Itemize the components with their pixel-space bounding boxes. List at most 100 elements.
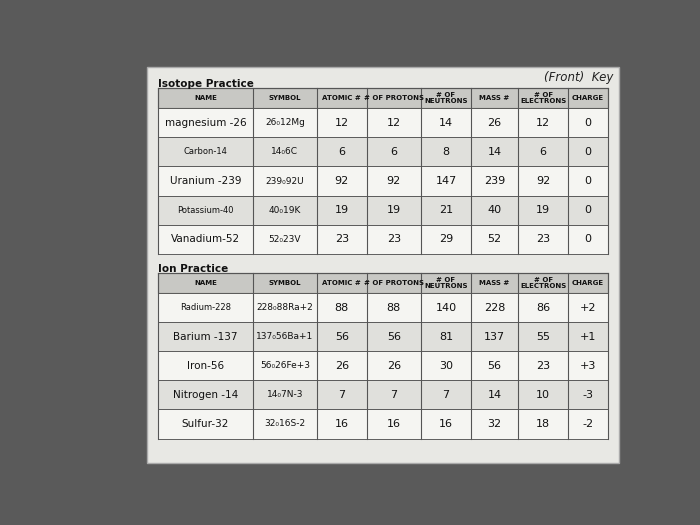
Bar: [158, 273, 608, 293]
Text: Vanadium-52: Vanadium-52: [171, 234, 240, 244]
Text: 21: 21: [439, 205, 453, 215]
Text: NAME: NAME: [194, 280, 217, 286]
Bar: [158, 293, 608, 322]
Text: 7: 7: [391, 390, 398, 400]
Text: Ion Practice: Ion Practice: [158, 264, 228, 274]
Text: 6: 6: [391, 147, 398, 157]
Text: 81: 81: [439, 332, 453, 342]
Text: 56₀26Fe+3: 56₀26Fe+3: [260, 361, 310, 370]
Text: Nitrogen -14: Nitrogen -14: [173, 390, 238, 400]
Text: 12: 12: [536, 118, 550, 128]
Text: MASS #: MASS #: [480, 280, 510, 286]
Text: # OF
ELECTRONS: # OF ELECTRONS: [520, 277, 566, 289]
Text: Potassium-40: Potassium-40: [177, 206, 234, 215]
Text: 137: 137: [484, 332, 505, 342]
Bar: [158, 410, 608, 438]
Bar: [158, 166, 608, 196]
Text: Barium -137: Barium -137: [173, 332, 238, 342]
Text: # OF
ELECTRONS: # OF ELECTRONS: [520, 92, 566, 104]
Text: MASS #: MASS #: [480, 95, 510, 101]
Text: 6: 6: [540, 147, 547, 157]
Text: SYMBOL: SYMBOL: [269, 95, 301, 101]
Text: 7: 7: [338, 390, 345, 400]
Text: 16: 16: [335, 419, 349, 429]
Bar: [158, 138, 608, 166]
Bar: [158, 225, 608, 254]
Text: 26: 26: [487, 118, 502, 128]
Text: 8: 8: [442, 147, 449, 157]
Text: 26: 26: [387, 361, 401, 371]
Text: 147: 147: [435, 176, 456, 186]
Text: -2: -2: [582, 419, 594, 429]
Text: 14: 14: [487, 147, 502, 157]
Bar: [158, 108, 608, 138]
Text: 88: 88: [335, 302, 349, 312]
Bar: [158, 196, 608, 225]
Text: # OF PROTONS: # OF PROTONS: [364, 95, 424, 101]
Text: 18: 18: [536, 419, 550, 429]
Bar: [158, 351, 608, 380]
Text: Uranium -239: Uranium -239: [169, 176, 242, 186]
Bar: [158, 322, 608, 351]
Text: 23: 23: [536, 361, 550, 371]
Text: (Front)  Key: (Front) Key: [545, 71, 614, 84]
Text: 86: 86: [536, 302, 550, 312]
Text: 16: 16: [387, 419, 401, 429]
Text: 56: 56: [387, 332, 401, 342]
Text: Carbon-14: Carbon-14: [183, 148, 228, 156]
Text: ATOMIC #: ATOMIC #: [322, 280, 361, 286]
Text: 14₀7N-3: 14₀7N-3: [267, 391, 303, 400]
Text: 23: 23: [536, 234, 550, 244]
Text: 56: 56: [487, 361, 501, 371]
Text: 40: 40: [487, 205, 502, 215]
Text: 19: 19: [335, 205, 349, 215]
Text: # OF
NEUTRONS: # OF NEUTRONS: [424, 277, 468, 289]
Text: 6: 6: [338, 147, 345, 157]
Text: NAME: NAME: [194, 95, 217, 101]
Text: 23: 23: [387, 234, 401, 244]
Bar: [147, 67, 620, 463]
Text: 0: 0: [584, 118, 592, 128]
Text: 29: 29: [439, 234, 453, 244]
Text: 92: 92: [386, 176, 401, 186]
Text: 14₀6C: 14₀6C: [272, 148, 298, 156]
Text: 30: 30: [439, 361, 453, 371]
Text: 40₀19K: 40₀19K: [269, 206, 301, 215]
Text: 140: 140: [435, 302, 456, 312]
Text: Iron-56: Iron-56: [187, 361, 224, 371]
Text: 239: 239: [484, 176, 505, 186]
Bar: [158, 380, 608, 410]
Text: 92: 92: [536, 176, 550, 186]
Text: 88: 88: [386, 302, 401, 312]
Text: Radium-228: Radium-228: [180, 303, 231, 312]
Text: Sulfur-32: Sulfur-32: [182, 419, 229, 429]
Text: 32₀16S-2: 32₀16S-2: [265, 419, 305, 428]
Text: 12: 12: [387, 118, 401, 128]
Text: 0: 0: [584, 234, 592, 244]
Text: +1: +1: [580, 332, 596, 342]
Text: +3: +3: [580, 361, 596, 371]
Text: 26₀12Mg: 26₀12Mg: [265, 118, 304, 128]
Text: 32: 32: [487, 419, 502, 429]
Text: 26: 26: [335, 361, 349, 371]
Text: 19: 19: [536, 205, 550, 215]
Text: 137₀56Ba+1: 137₀56Ba+1: [256, 332, 314, 341]
Text: # OF PROTONS: # OF PROTONS: [364, 280, 424, 286]
Text: 14: 14: [487, 390, 502, 400]
Text: 55: 55: [536, 332, 550, 342]
Text: 0: 0: [584, 147, 592, 157]
Text: -3: -3: [582, 390, 594, 400]
Text: 0: 0: [584, 176, 592, 186]
Bar: [158, 88, 608, 108]
Text: 16: 16: [439, 419, 453, 429]
Text: CHARGE: CHARGE: [572, 95, 604, 101]
Text: 239₀92U: 239₀92U: [265, 176, 304, 185]
Text: 92: 92: [335, 176, 349, 186]
Text: magnesium -26: magnesium -26: [164, 118, 246, 128]
Text: 52₀23V: 52₀23V: [269, 235, 301, 244]
Text: 0: 0: [584, 205, 592, 215]
Text: SYMBOL: SYMBOL: [269, 280, 301, 286]
Text: 10: 10: [536, 390, 550, 400]
Text: 14: 14: [439, 118, 453, 128]
Text: 7: 7: [442, 390, 449, 400]
